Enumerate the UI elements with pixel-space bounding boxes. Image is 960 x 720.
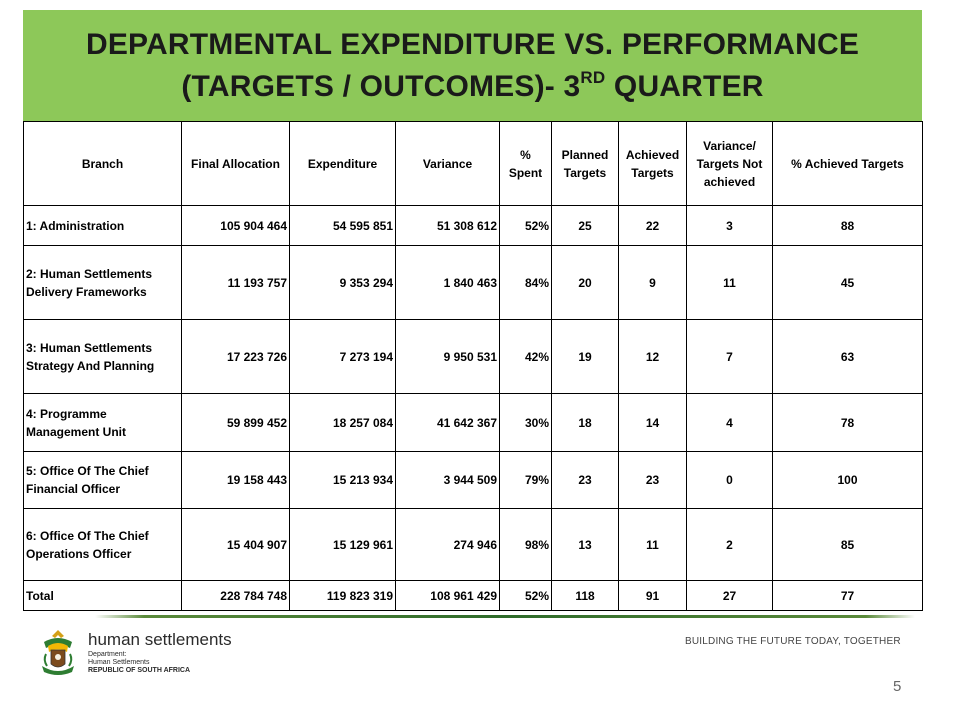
- country-name: REPUBLIC OF SOUTH AFRICA: [88, 667, 191, 674]
- cell-expenditure: 15 129 961: [289, 508, 396, 581]
- department-title: Human Settlements: [88, 659, 150, 666]
- cell-branch: 2: Human Settlements Delivery Frameworks: [23, 245, 182, 320]
- table-row: 5: Office Of The Chief Financial Officer…: [23, 451, 923, 509]
- cell-expenditure: 18 257 084: [289, 393, 396, 452]
- cell-planned: 25: [551, 205, 619, 246]
- cell-variance-targets: 7: [686, 319, 773, 394]
- cell-variance: 274 946: [395, 508, 500, 581]
- cell-branch: 1: Administration: [23, 205, 182, 246]
- cell-variance-targets: 2: [686, 508, 773, 581]
- cell-variance: 41 642 367: [395, 393, 500, 452]
- cell-branch: 3: Human Settlements Strategy And Planni…: [23, 319, 182, 394]
- table-header-row: Branch Final Allocation Expenditure Vari…: [23, 121, 923, 206]
- cell-pct-achieved: 45: [772, 245, 923, 320]
- header-expenditure: Expenditure: [289, 121, 396, 206]
- cell-final-allocation: 17 223 726: [181, 319, 290, 394]
- cell-branch: 4: Programme Management Unit: [23, 393, 182, 452]
- cell-branch: 6: Office Of The Chief Operations Office…: [23, 508, 182, 581]
- page-title-line2: (TARGETS / OUTCOMES)- 3RD QUARTER: [181, 66, 763, 108]
- expenditure-performance-table: Branch Final Allocation Expenditure Vari…: [23, 121, 923, 611]
- cell-pct-achieved: 85: [772, 508, 923, 581]
- cell-variance-targets: 4: [686, 393, 773, 452]
- cell-achieved: 11: [618, 508, 687, 581]
- cell-planned: 13: [551, 508, 619, 581]
- cell-variance: 9 950 531: [395, 319, 500, 394]
- cell-planned: 18: [551, 393, 619, 452]
- cell-expenditure: 9 353 294: [289, 245, 396, 320]
- cell-pct-spent: 52%: [499, 580, 552, 611]
- table-row: 2: Human Settlements Delivery Frameworks…: [23, 245, 923, 320]
- header-final-allocation: Final Allocation: [181, 121, 290, 206]
- cell-achieved: 12: [618, 319, 687, 394]
- cell-achieved: 22: [618, 205, 687, 246]
- page-number: 5: [893, 678, 902, 695]
- cell-achieved: 14: [618, 393, 687, 452]
- cell-expenditure: 119 823 319: [289, 580, 396, 611]
- cell-branch: 5: Office Of The Chief Financial Officer: [23, 451, 182, 509]
- cell-final-allocation: 105 904 464: [181, 205, 290, 246]
- title-line2-suffix: QUARTER: [605, 69, 764, 103]
- footer-divider: [95, 615, 915, 618]
- cell-expenditure: 15 213 934: [289, 451, 396, 509]
- cell-final-allocation: 228 784 748: [181, 580, 290, 611]
- cell-variance: 1 840 463: [395, 245, 500, 320]
- table-row: 6: Office Of The Chief Operations Office…: [23, 508, 923, 581]
- table-row-total: Total 228 784 748 119 823 319 108 961 42…: [23, 580, 923, 611]
- cell-achieved: 91: [618, 580, 687, 611]
- cell-final-allocation: 11 193 757: [181, 245, 290, 320]
- cell-final-allocation: 15 404 907: [181, 508, 290, 581]
- department-name: human settlements: [88, 630, 232, 649]
- table-row: 3: Human Settlements Strategy And Planni…: [23, 319, 923, 394]
- header-planned-targets: Planned Targets: [551, 121, 619, 206]
- cell-planned: 20: [551, 245, 619, 320]
- table-row: 1: Administration 105 904 464 54 595 851…: [23, 205, 923, 246]
- title-line2-superscript: RD: [580, 67, 606, 87]
- slogan: BUILDING THE FUTURE TODAY, TOGETHER: [685, 636, 901, 647]
- cell-variance: 51 308 612: [395, 205, 500, 246]
- cell-planned: 19: [551, 319, 619, 394]
- header-variance-targets: Variance/ Targets Not achieved: [686, 121, 773, 206]
- cell-expenditure: 54 595 851: [289, 205, 396, 246]
- cell-final-allocation: 19 158 443: [181, 451, 290, 509]
- cell-pct-achieved: 77: [772, 580, 923, 611]
- cell-variance: 3 944 509: [395, 451, 500, 509]
- cell-achieved: 9: [618, 245, 687, 320]
- cell-pct-spent: 98%: [499, 508, 552, 581]
- cell-planned: 118: [551, 580, 619, 611]
- cell-achieved: 23: [618, 451, 687, 509]
- title-banner: DEPARTMENTAL EXPENDITURE VS. PERFORMANCE…: [23, 10, 922, 121]
- cell-pct-spent: 79%: [499, 451, 552, 509]
- cell-pct-spent: 30%: [499, 393, 552, 452]
- page-title-line1: DEPARTMENTAL EXPENDITURE VS. PERFORMANCE: [85, 27, 860, 61]
- cell-branch: Total: [23, 580, 182, 611]
- cell-expenditure: 7 273 194: [289, 319, 396, 394]
- header-pct-spent: % Spent: [499, 121, 552, 206]
- title-line2-prefix: (TARGETS / OUTCOMES)- 3: [181, 69, 581, 103]
- cell-variance-targets: 11: [686, 245, 773, 320]
- cell-pct-achieved: 63: [772, 319, 923, 394]
- cell-pct-achieved: 88: [772, 205, 923, 246]
- header-variance: Variance: [395, 121, 500, 206]
- header-pct-achieved: % Achieved Targets: [772, 121, 923, 206]
- cell-final-allocation: 59 899 452: [181, 393, 290, 452]
- cell-pct-spent: 52%: [499, 205, 552, 246]
- cell-pct-achieved: 100: [772, 451, 923, 509]
- cell-variance-targets: 0: [686, 451, 773, 509]
- cell-variance-targets: 3: [686, 205, 773, 246]
- department-details: Department: Human Settlements REPUBLIC O…: [88, 651, 190, 675]
- table-row: 4: Programme Management Unit 59 899 452 …: [23, 393, 923, 452]
- south-africa-coat-of-arms-icon: [42, 630, 74, 675]
- cell-variance-targets: 27: [686, 580, 773, 611]
- cell-pct-achieved: 78: [772, 393, 923, 452]
- cell-variance: 108 961 429: [395, 580, 500, 611]
- cell-planned: 23: [551, 451, 619, 509]
- cell-pct-spent: 84%: [499, 245, 552, 320]
- cell-pct-spent: 42%: [499, 319, 552, 394]
- header-achieved-targets: Achieved Targets: [618, 121, 687, 206]
- department-label: Department:: [88, 651, 127, 658]
- header-branch: Branch: [23, 121, 182, 206]
